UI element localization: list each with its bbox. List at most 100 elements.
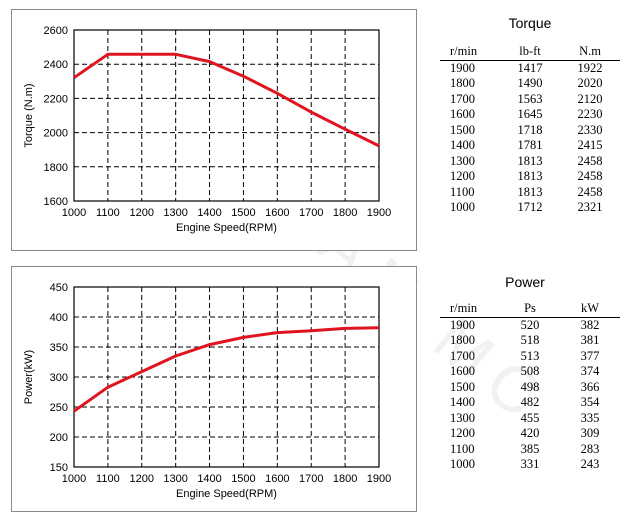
torque-table-row: 1600 1645 2230 xyxy=(440,107,620,123)
power-table-row: 1100 385 283 xyxy=(440,442,620,458)
torque-x-tick-label: 1100 xyxy=(96,207,120,219)
torque-y-tick-label: 1600 xyxy=(44,196,68,208)
power-table-cell: 1000 xyxy=(450,457,475,472)
power-table-cell: 1800 xyxy=(450,333,475,348)
torque-table-cell: 1600 xyxy=(450,107,475,122)
torque-header-rmin: r/min xyxy=(440,44,500,61)
torque-table-cell: 1900 xyxy=(450,60,475,75)
torque-table-cell: 1200 xyxy=(450,169,475,184)
power-table-row: 1000 331 243 xyxy=(440,457,620,473)
power-table-cell: 331 xyxy=(520,457,540,472)
power-table-row: 1300 455 335 xyxy=(440,411,620,427)
power-x-tick-label: 1000 xyxy=(62,473,86,485)
torque-x-tick-label: 1200 xyxy=(130,207,154,219)
torque-table-cell: 1813 xyxy=(517,184,543,199)
torque-table-title: Torque xyxy=(508,15,552,31)
torque-table-row: 1100 1813 2458 xyxy=(440,185,620,201)
power-y-tick-label: 300 xyxy=(50,372,68,384)
power-table-cell: 374 xyxy=(580,364,600,379)
torque-table-cell: 2458 xyxy=(577,153,603,168)
torque-table-cell: 1100 xyxy=(450,184,475,199)
power-table-cell: 1500 xyxy=(450,379,475,394)
power-header-kw: kW xyxy=(560,301,620,318)
power-table-cell: 309 xyxy=(580,426,600,441)
torque-header-nm: N.m xyxy=(560,44,620,61)
torque-table-cell: 1813 xyxy=(517,153,543,168)
power-x-tick-label: 1300 xyxy=(163,473,187,485)
torque-table-cell: 1400 xyxy=(450,138,475,153)
power-series-line xyxy=(73,326,380,413)
power-table-cell: 366 xyxy=(580,379,600,394)
power-table-cell: 1900 xyxy=(450,317,475,332)
power-table-row: 1400 482 354 xyxy=(440,395,620,411)
torque-table-cell: 1500 xyxy=(450,122,475,137)
power-x-tick-label: 1200 xyxy=(130,473,154,485)
torque-table-cell: 1800 xyxy=(450,76,475,91)
power-table-row: 1600 508 374 xyxy=(440,364,620,380)
power-table-cell: 1200 xyxy=(450,426,475,441)
torque-table-cell: 1417 xyxy=(517,60,543,75)
power-table: r/min Ps kW 1900 520 382 1800 518 381 1700 513 3… xyxy=(440,301,620,473)
torque-y-tick-label: 2200 xyxy=(44,93,68,105)
torque-table-cell: 2321 xyxy=(577,200,603,215)
power-table-cell: 335 xyxy=(580,410,600,425)
torque-table-header-row: r/min lb-ft N.m xyxy=(440,44,620,61)
torque-table-cell: 1300 xyxy=(450,153,475,168)
torque-table-row: 1700 1563 2120 xyxy=(440,92,620,108)
torque-table-cell: 1490 xyxy=(517,76,543,91)
power-table-cell: 1600 xyxy=(450,364,475,379)
power-table-header-row: r/min Ps kW xyxy=(440,301,620,318)
power-table-cell: 1700 xyxy=(450,348,475,363)
power-x-tick-label: 1100 xyxy=(96,473,120,485)
power-y-tick-label: 250 xyxy=(50,402,68,414)
torque-x-tick-label: 1400 xyxy=(197,207,221,219)
torque-table-row: 1200 1813 2458 xyxy=(440,169,620,185)
power-table-body: 1900 520 382 1800 518 381 1700 513 377 1600 508 374… xyxy=(440,317,620,473)
torque-y-tick-label: 1800 xyxy=(44,162,68,174)
torque-table-row: 1400 1781 2415 xyxy=(440,138,620,154)
power-plot-border xyxy=(73,286,380,468)
power-x-tick-label: 1500 xyxy=(231,473,255,485)
power-table-cell: 1100 xyxy=(450,441,475,456)
torque-table-cell: 1813 xyxy=(517,169,543,184)
torque-table-cell: 2020 xyxy=(577,76,603,91)
torque-chart-svg: 1000 1100 1200 1300 1400 1500 1600 1700 1800 1900… xyxy=(23,25,391,234)
torque-x-tick-label: 1300 xyxy=(163,207,187,219)
torque-y-tick-label: 2400 xyxy=(44,59,68,71)
torque-table-cell: 1718 xyxy=(517,122,543,137)
power-y-axis-title: Power(kW) xyxy=(23,350,35,404)
power-table-cell: 381 xyxy=(580,333,600,348)
power-table-cell: 283 xyxy=(580,441,600,456)
power-table-cell: 420 xyxy=(520,426,540,441)
torque-table-cell: 1563 xyxy=(517,91,543,106)
torque-table: r/min lb-ft N.m 1900 1417 1922 1800 1490 2020… xyxy=(440,44,620,216)
torque-y-axis-title: Torque (N.m) xyxy=(23,83,35,147)
power-y-tick-label: 400 xyxy=(50,312,68,324)
torque-table-cell: 2458 xyxy=(577,184,603,199)
power-y-tick-label: 450 xyxy=(50,282,68,294)
power-table-cell: 508 xyxy=(520,364,540,379)
torque-table-cell: 2458 xyxy=(577,169,603,184)
torque-table-cell: 1922 xyxy=(577,60,603,75)
power-y-tick-label: 200 xyxy=(50,432,68,444)
power-table-cell: 518 xyxy=(520,333,540,348)
torque-table-cell: 2120 xyxy=(577,91,603,106)
torque-table-row: 1000 1712 2321 xyxy=(440,200,620,216)
power-table-cell: 498 xyxy=(520,379,540,394)
power-x-tick-label: 1700 xyxy=(299,473,323,485)
torque-table-cell: 2330 xyxy=(577,122,603,137)
power-table-cell: 377 xyxy=(580,348,600,363)
torque-x-tick-label: 1000 xyxy=(62,207,86,219)
torque-y-tick-label: 2600 xyxy=(44,25,68,37)
torque-x-tick-label: 1900 xyxy=(367,207,391,219)
torque-y-tick-label: 2000 xyxy=(44,128,68,140)
power-table-row: 1900 520 382 xyxy=(440,317,620,333)
power-table-row: 1700 513 377 xyxy=(440,349,620,365)
torque-x-tick-label: 1500 xyxy=(231,207,255,219)
power-table-row: 1800 518 381 xyxy=(440,333,620,349)
torque-table-row: 1300 1813 2458 xyxy=(440,154,620,170)
torque-series-line xyxy=(73,52,380,148)
torque-table-cell: 1781 xyxy=(517,138,543,153)
power-table-cell: 1400 xyxy=(450,395,475,410)
power-header-rmin: r/min xyxy=(440,301,500,318)
